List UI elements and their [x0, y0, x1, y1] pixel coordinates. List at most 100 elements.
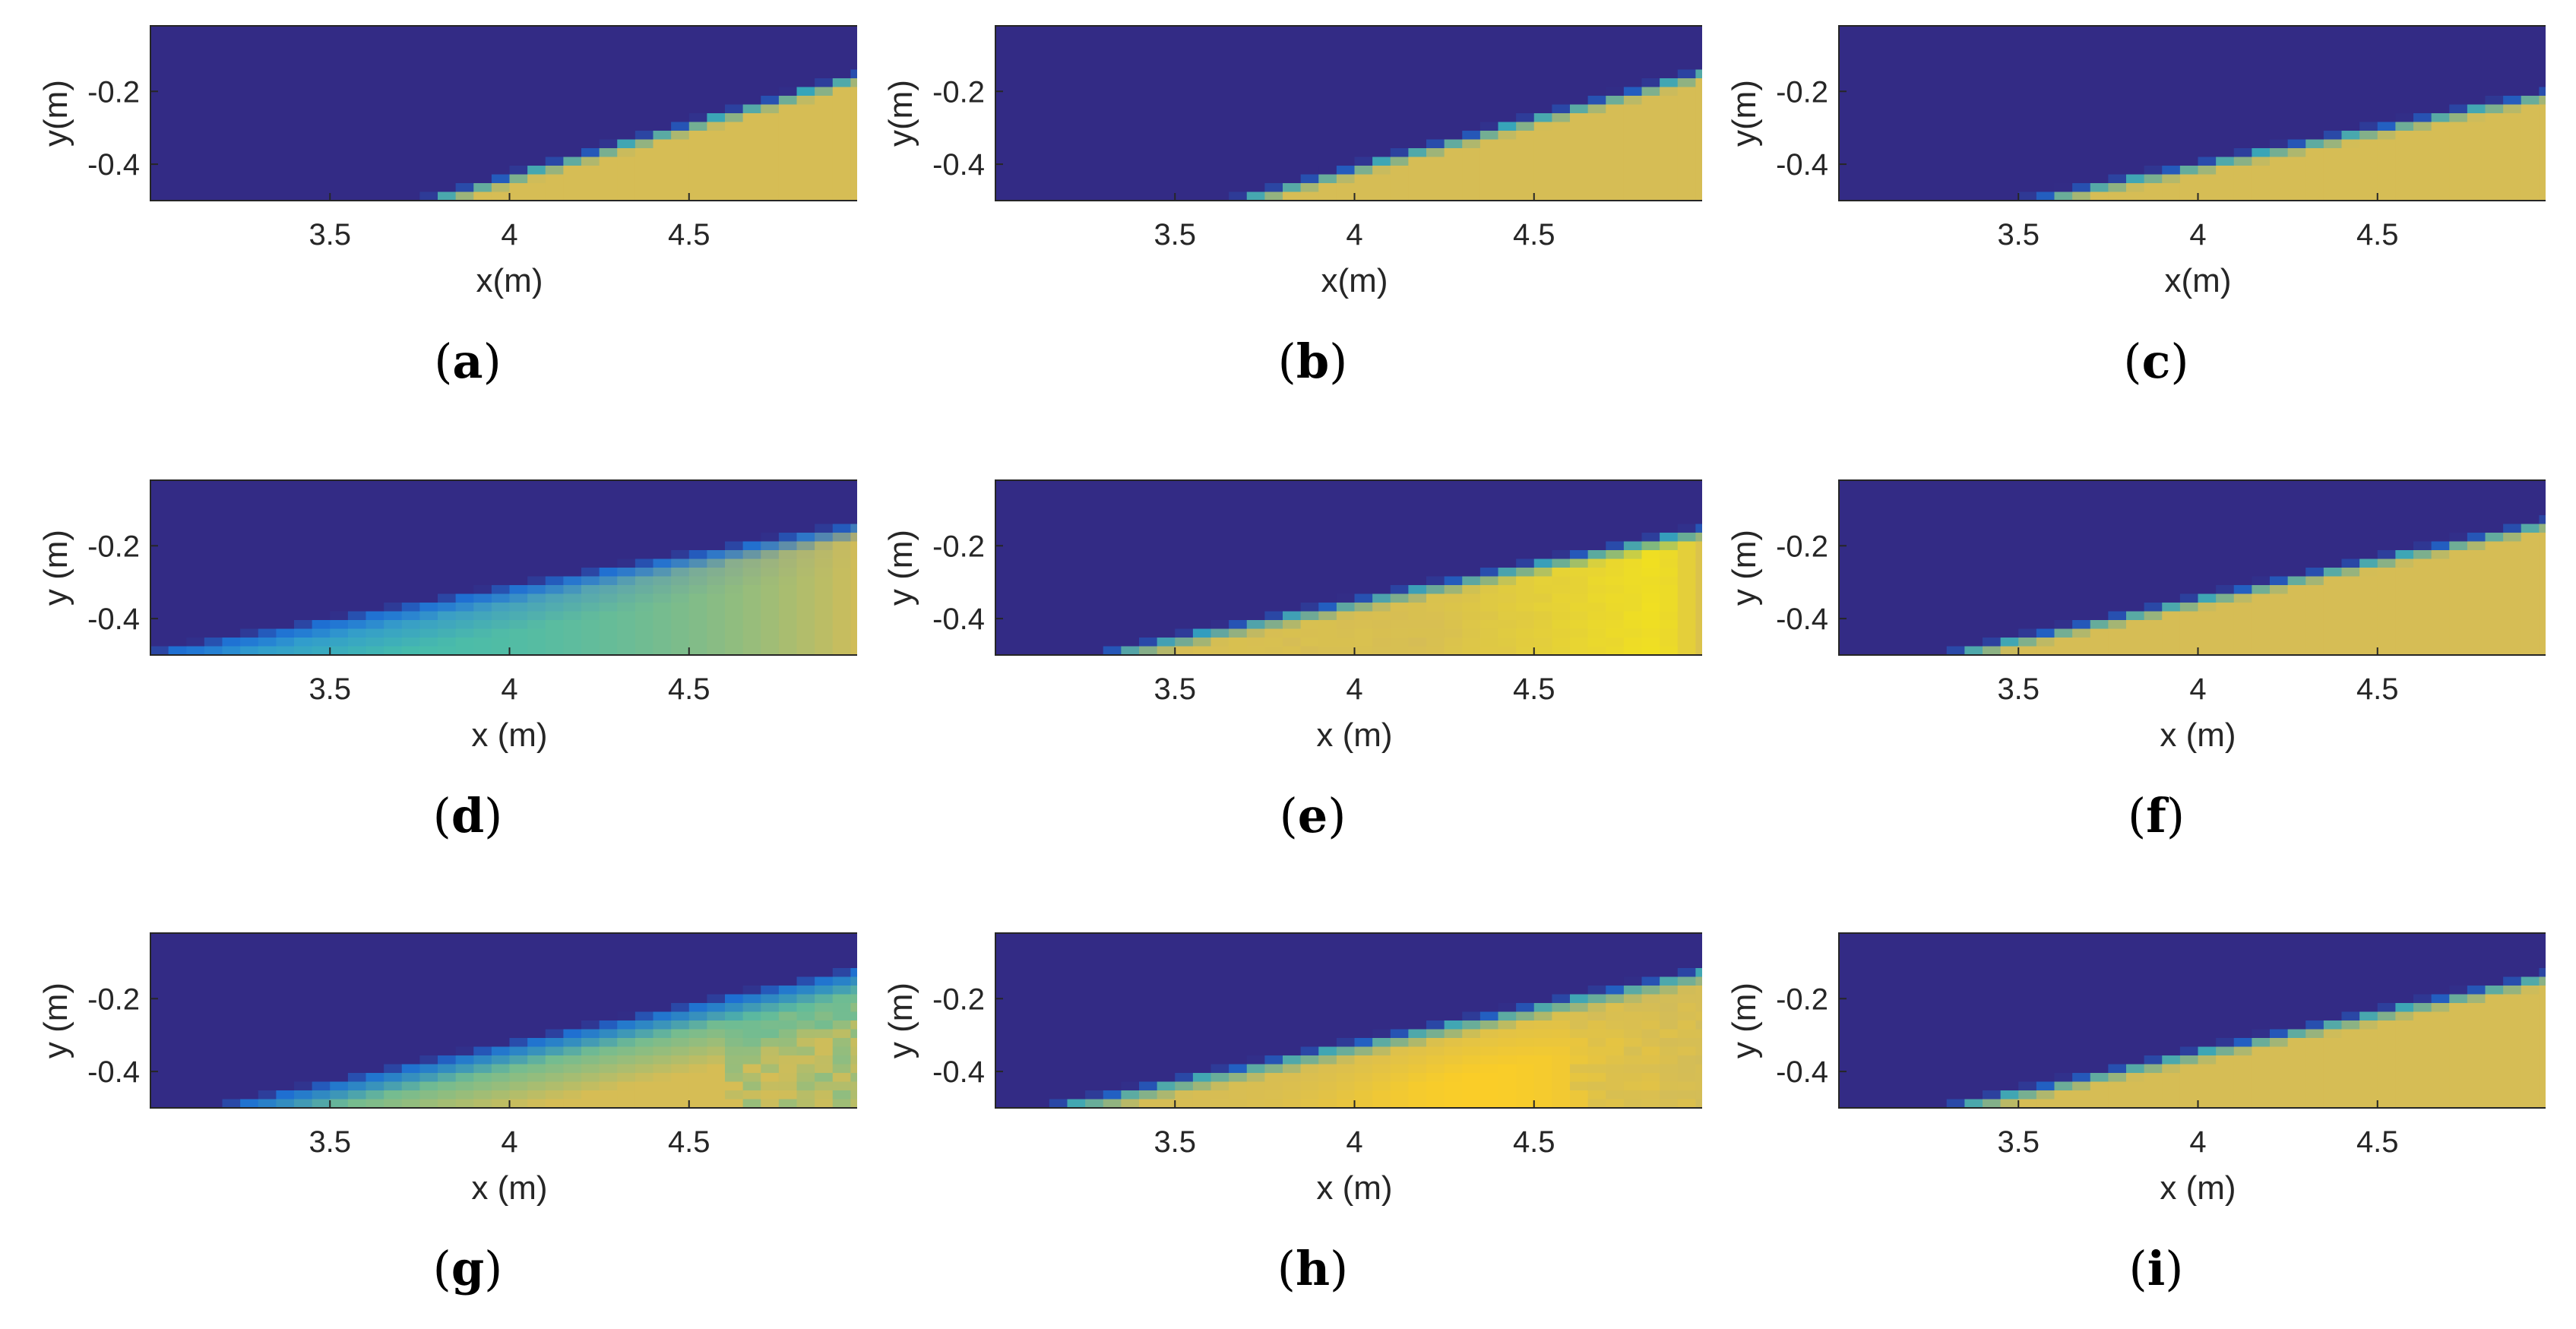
heatmap-cell	[2359, 568, 2378, 577]
y-axis-label: y(m)	[882, 80, 919, 147]
heatmap-cell	[796, 104, 815, 114]
heatmap-cell	[1587, 183, 1606, 193]
heatmap-cell	[1606, 122, 1625, 131]
heatmap-cell	[1570, 994, 1589, 1004]
heatmap-cell	[742, 104, 761, 114]
heatmap-cell	[1372, 1073, 1391, 1083]
heatmap-cell	[688, 1029, 707, 1039]
heatmap-cell	[1623, 96, 1643, 106]
heatmap-cell	[1390, 620, 1409, 630]
heatmap-cell	[2413, 1038, 2432, 1048]
heatmap-cell	[653, 1099, 672, 1109]
heatmap-cell	[1660, 568, 1679, 577]
heatmap-cell	[2395, 611, 2414, 621]
heatmap-cell	[2252, 593, 2271, 603]
heatmap-cell	[815, 122, 834, 131]
heatmap-cell	[1677, 620, 1696, 630]
heatmap-cell	[2198, 1090, 2217, 1100]
heatmap-cell	[1210, 1064, 1229, 1074]
heatmap-cell	[761, 558, 780, 568]
heatmap-cell	[1354, 191, 1373, 201]
heatmap-cell	[599, 183, 618, 193]
heatmap-cell	[2233, 174, 2252, 184]
heatmap-cell	[796, 157, 815, 166]
heatmap-cell	[1444, 593, 1463, 603]
heatmap-cell	[1516, 620, 1535, 630]
heatmap-cell	[2503, 533, 2522, 543]
heatmap-cell	[312, 628, 331, 638]
heatmap-cell	[455, 620, 474, 630]
heatmap-cell	[671, 576, 690, 586]
heatmap-cell	[2449, 1090, 2468, 1100]
heatmap-cell	[473, 611, 492, 621]
heatmap-cell	[1695, 1055, 1702, 1065]
heatmap-cell	[707, 1099, 726, 1109]
heatmap-cell	[1587, 174, 1606, 184]
heatmap-cell	[2072, 620, 2091, 630]
heatmap-cell	[1677, 166, 1696, 176]
heatmap-cell	[1192, 1090, 1212, 1100]
heatmap-cell	[2467, 646, 2486, 656]
heatmap-cell	[778, 131, 798, 141]
heatmap-cell	[742, 611, 761, 621]
y-tick-label: -0.2	[87, 983, 140, 1016]
heatmap-cell	[330, 611, 349, 621]
heatmap-cell	[2449, 994, 2468, 1004]
heatmap-cell	[1336, 1073, 1356, 1083]
heatmap-cell	[2305, 1099, 2324, 1109]
heatmap-cell	[1372, 1090, 1391, 1100]
heatmap-cell	[815, 593, 834, 603]
heatmap-cell	[509, 646, 528, 656]
heatmap-cell	[1623, 558, 1643, 568]
heatmap-cell	[491, 174, 511, 184]
heatmap-cell	[688, 131, 707, 141]
heatmap-cell	[473, 628, 492, 638]
heatmap-cell	[742, 994, 761, 1004]
heatmap-cell	[1623, 1099, 1643, 1109]
heatmap-cell	[653, 1046, 672, 1056]
heatmap-cell	[2539, 139, 2546, 149]
heatmap-cell	[563, 1064, 582, 1074]
heatmap-cell	[2431, 603, 2450, 612]
heatmap-cell	[2323, 638, 2343, 647]
heatmap-cell	[815, 524, 834, 533]
heatmap-cell	[455, 611, 474, 621]
heatmap-cell	[1462, 1081, 1481, 1091]
heatmap-cell	[850, 87, 857, 97]
heatmap-cell	[2359, 576, 2378, 586]
heatmap-cell	[455, 183, 474, 193]
heatmap-cell	[1606, 628, 1625, 638]
heatmap-cell	[1552, 1081, 1571, 1091]
heatmap-cell	[491, 191, 511, 201]
heatmap-cell	[1660, 1090, 1679, 1100]
heatmap-cell	[2539, 638, 2546, 647]
heatmap-cell	[1354, 183, 1373, 193]
heatmap-cell	[725, 148, 744, 158]
heatmap-cell	[1479, 593, 1499, 603]
heatmap-cell	[527, 576, 546, 586]
heatmap-cell	[2467, 113, 2486, 123]
heatmap-cell	[850, 976, 857, 986]
heatmap-cell	[2539, 968, 2546, 978]
heatmap-cell	[1264, 628, 1283, 638]
heatmap-cells	[1946, 515, 2546, 656]
heatmap-cell	[1516, 1073, 1535, 1083]
heatmap-cell	[778, 1055, 798, 1065]
heatmap-cell	[742, 1090, 761, 1100]
heatmap-cell	[1516, 174, 1535, 184]
heatmap-cell	[1479, 1090, 1499, 1100]
heatmap-cell	[419, 611, 438, 621]
heatmap-cell	[832, 603, 851, 612]
heatmap-cell	[1695, 533, 1702, 543]
heatmap-cell	[563, 1046, 582, 1056]
heatmap-cell	[2449, 533, 2468, 543]
heatmap-cell	[419, 1099, 438, 1109]
heatmap-cell	[832, 122, 851, 131]
heatmap-cell	[671, 131, 690, 141]
heatmap-cell	[1533, 183, 1552, 193]
x-tick-label: 4	[1346, 218, 1362, 252]
heatmap-cell	[725, 611, 744, 621]
heatmap-cell	[1587, 1055, 1606, 1065]
heatmap-cell	[617, 1046, 636, 1056]
heatmap-cell	[1264, 1090, 1283, 1100]
